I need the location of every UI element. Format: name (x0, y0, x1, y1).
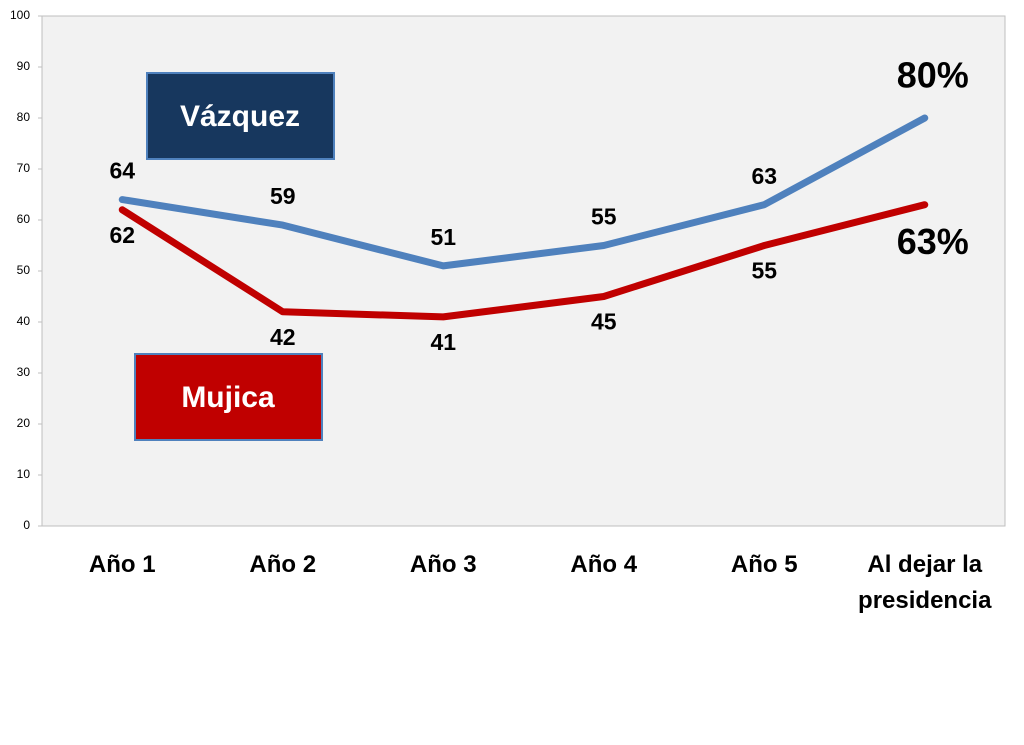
y-tick-label: 50 (17, 263, 31, 277)
x-tick-label: Año 5 (730, 551, 798, 578)
x-tick-label: Año 3 (409, 551, 477, 578)
y-tick-label: 80 (17, 110, 31, 124)
data-label: 62 (109, 222, 135, 248)
legend-box (134, 353, 323, 441)
legend-box (146, 72, 335, 160)
y-tick-label: 20 (17, 416, 31, 430)
y-tick-label: 60 (17, 212, 31, 226)
data-label: 64 (109, 158, 135, 184)
y-tick-label: 70 (17, 161, 31, 175)
x-tick-label: Año 1 (88, 551, 156, 578)
y-tick-label: 0 (23, 518, 30, 532)
y-tick-label: 90 (17, 59, 31, 73)
data-label: 51 (430, 224, 456, 250)
series-line (118, 201, 929, 321)
data-label: 45 (591, 309, 617, 335)
legend-label: Vázquez (180, 100, 300, 133)
y-tick-label: 10 (17, 467, 31, 481)
data-label: 41 (430, 329, 456, 355)
data-label: 55 (591, 204, 617, 230)
y-tick-label: 100 (10, 8, 30, 22)
y-tick-label: 30 (17, 365, 31, 379)
x-tick-label: Año 4 (570, 551, 638, 578)
data-label: 63 (751, 163, 777, 189)
legend-label: Mujica (181, 381, 275, 414)
series-line (118, 114, 929, 270)
data-label: 59 (270, 183, 296, 209)
data-label: 55 (751, 258, 777, 284)
x-tick-label: Al dejar la presidencia (858, 551, 992, 614)
y-tick-label: 40 (17, 314, 31, 328)
data-label: 63% (897, 221, 969, 262)
x-tick-label: Año 2 (249, 551, 317, 578)
data-label: 80% (897, 55, 969, 96)
data-label: 42 (270, 324, 296, 350)
